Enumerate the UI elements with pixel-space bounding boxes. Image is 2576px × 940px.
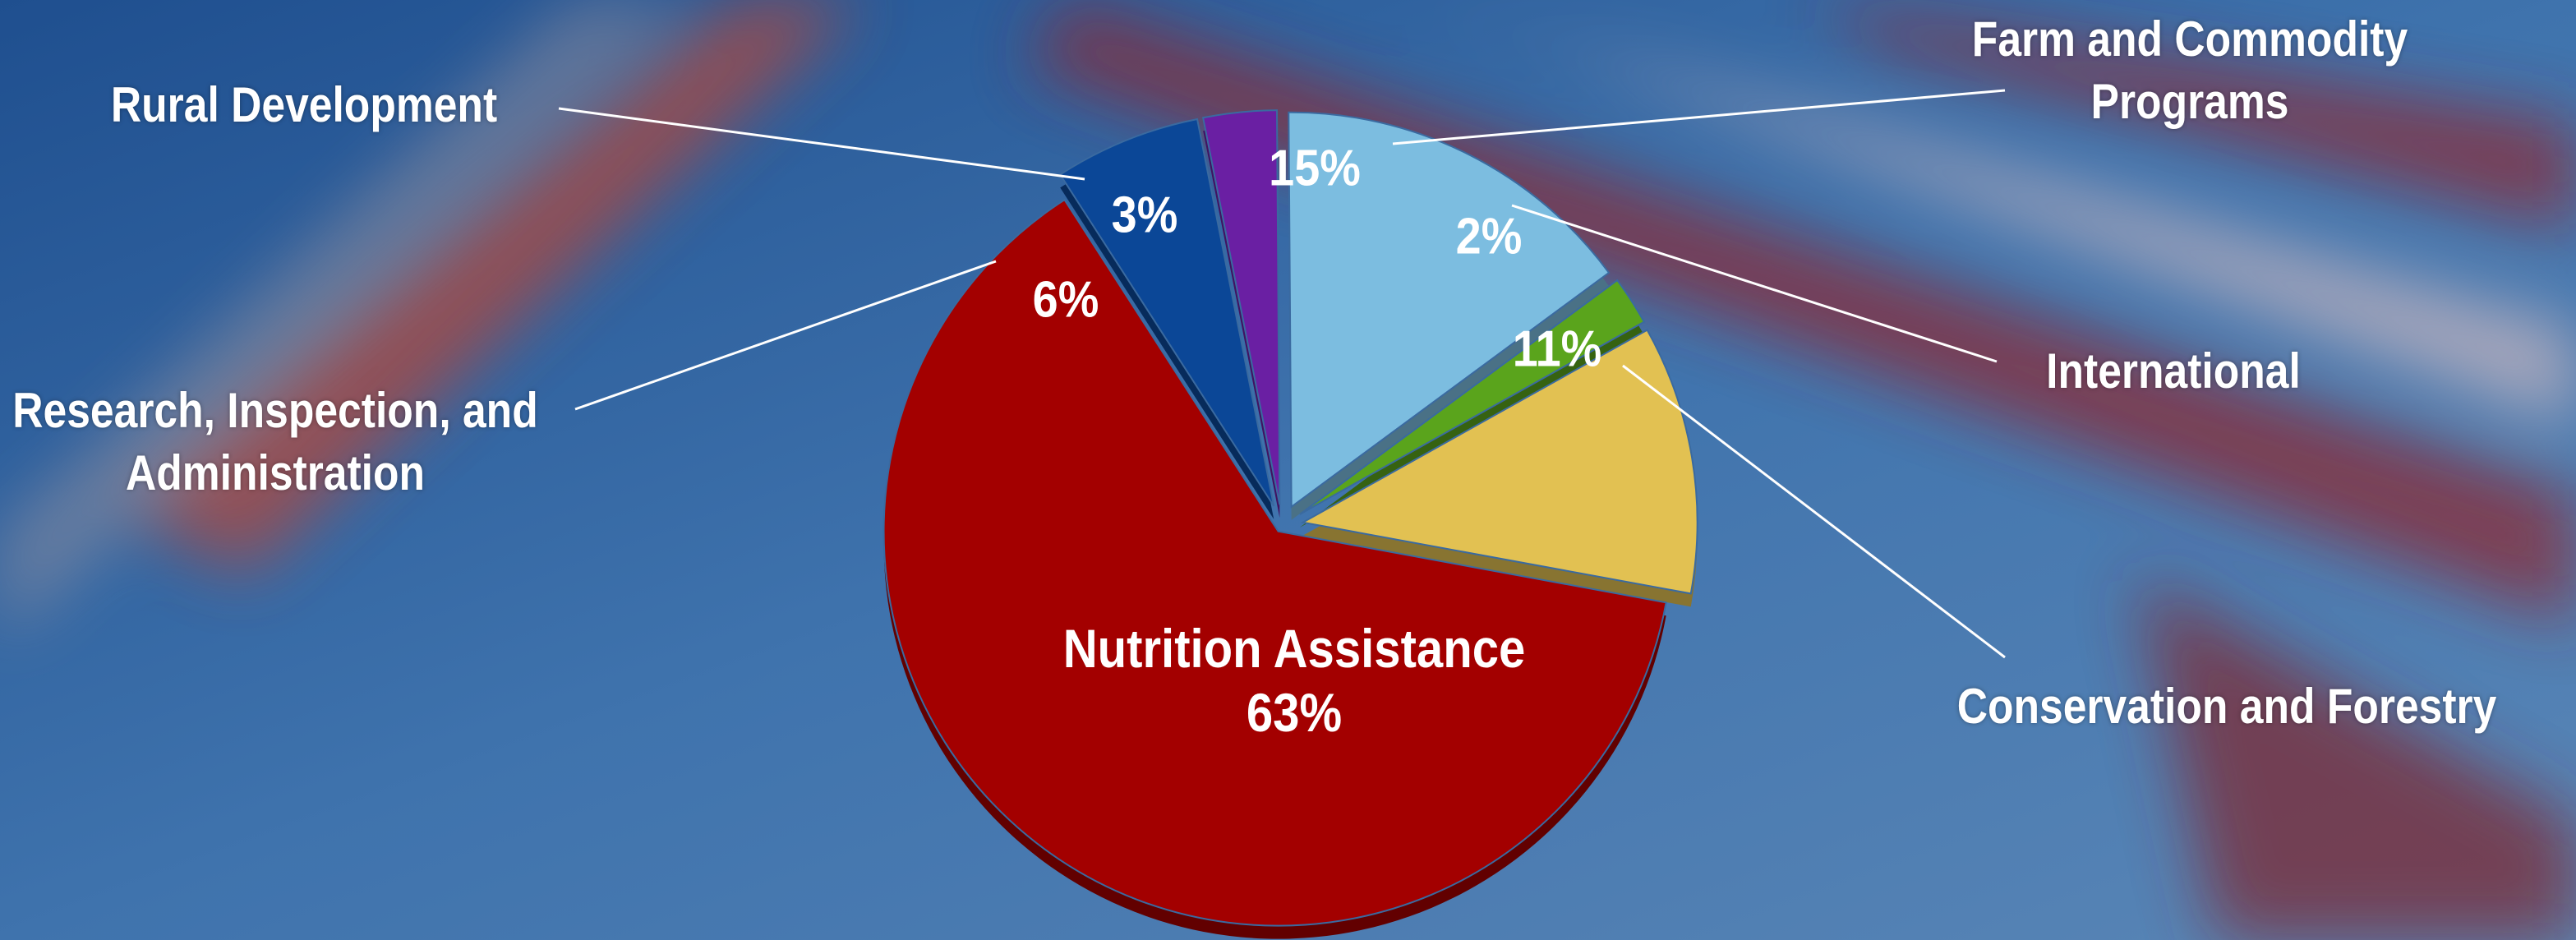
category-label: Conservation and Forestry bbox=[1956, 679, 2497, 734]
leader-line bbox=[1511, 204, 1998, 363]
pie bbox=[882, 109, 1698, 939]
category-label: Research, Inspection, and Administration bbox=[12, 383, 538, 500]
value-label: 2% bbox=[1455, 208, 1523, 265]
slice bbox=[1201, 109, 1281, 505]
category-label: Rural Development bbox=[110, 77, 498, 132]
slice bbox=[1058, 118, 1275, 507]
slice bbox=[1299, 279, 1646, 515]
leader-line bbox=[558, 107, 1085, 181]
slice bbox=[882, 198, 1667, 927]
value-label: 3% bbox=[1111, 187, 1178, 244]
slice bbox=[1300, 329, 1698, 595]
leader-lines bbox=[558, 89, 2006, 659]
leader-line bbox=[1622, 364, 2006, 659]
value-label: 6% bbox=[1032, 271, 1099, 329]
value-label: 15% bbox=[1269, 140, 1361, 197]
slice-label: Nutrition Assistance 63% bbox=[1063, 616, 1526, 744]
category-label: Nutrition Assistance bbox=[1062, 618, 1526, 679]
category-label: Farm and Commodity Programs bbox=[1971, 12, 2408, 129]
leader-line bbox=[1392, 89, 2006, 145]
value-label: 63% bbox=[1246, 682, 1343, 743]
leader-line bbox=[574, 260, 997, 411]
value-label: 11% bbox=[1512, 320, 1602, 378]
category-label: International bbox=[2046, 343, 2301, 399]
